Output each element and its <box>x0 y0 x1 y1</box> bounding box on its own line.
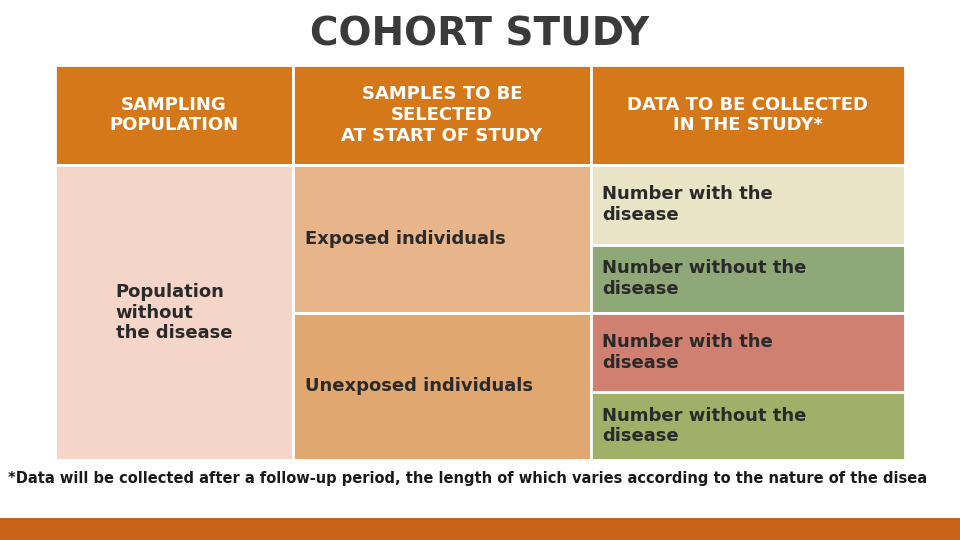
Text: Number without the
disease: Number without the disease <box>603 259 806 298</box>
FancyBboxPatch shape <box>293 313 590 460</box>
Text: Population
without
the disease: Population without the disease <box>116 283 232 342</box>
Text: DATA TO BE COLLECTED
IN THE STUDY*: DATA TO BE COLLECTED IN THE STUDY* <box>627 96 868 134</box>
FancyBboxPatch shape <box>293 165 590 313</box>
FancyBboxPatch shape <box>590 392 905 460</box>
Text: Unexposed individuals: Unexposed individuals <box>305 377 533 395</box>
Text: COHORT STUDY: COHORT STUDY <box>310 16 650 54</box>
FancyBboxPatch shape <box>590 165 905 245</box>
Text: *Data will be collected after a follow-up period, the length of which varies acc: *Data will be collected after a follow-u… <box>8 470 927 485</box>
Text: SAMPLING
POPULATION: SAMPLING POPULATION <box>109 96 239 134</box>
FancyBboxPatch shape <box>590 245 905 313</box>
FancyBboxPatch shape <box>293 65 590 165</box>
Text: Number with the
disease: Number with the disease <box>603 333 773 372</box>
FancyBboxPatch shape <box>55 165 293 460</box>
Text: Exposed individuals: Exposed individuals <box>305 230 506 248</box>
FancyBboxPatch shape <box>590 65 905 165</box>
Text: SAMPLES TO BE
SELECTED
AT START OF STUDY: SAMPLES TO BE SELECTED AT START OF STUDY <box>341 85 542 145</box>
FancyBboxPatch shape <box>590 313 905 392</box>
FancyBboxPatch shape <box>55 65 293 165</box>
Text: Number without the
disease: Number without the disease <box>603 407 806 446</box>
Text: Number with the
disease: Number with the disease <box>603 185 773 224</box>
FancyBboxPatch shape <box>0 518 960 540</box>
